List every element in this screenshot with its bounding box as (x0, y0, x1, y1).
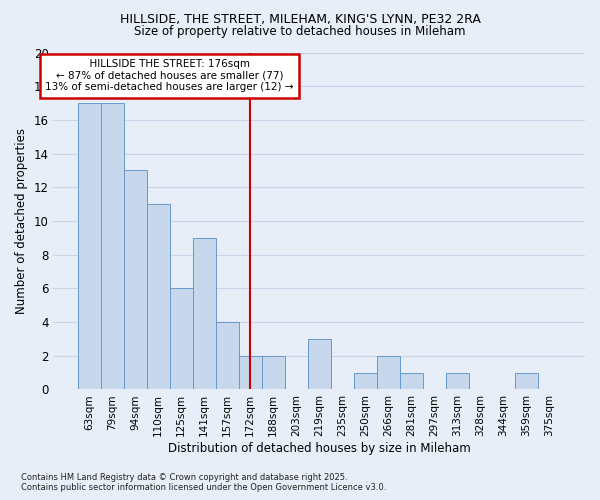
Bar (170, 288, 193, 390)
Bar (77, 103, 101, 390)
Bar (215, 322, 239, 390)
Bar (193, 238, 215, 390)
Bar (124, 170, 146, 390)
Bar (239, 356, 262, 390)
Bar (446, 372, 469, 390)
Text: HILLSIDE THE STREET: 176sqm  
← 87% of detached houses are smaller (77)
13% of s: HILLSIDE THE STREET: 176sqm ← 87% of det… (46, 59, 294, 92)
Text: Contains HM Land Registry data © Crown copyright and database right 2025.
Contai: Contains HM Land Registry data © Crown c… (21, 473, 386, 492)
Text: HILLSIDE, THE STREET, MILEHAM, KING'S LYNN, PE32 2RA: HILLSIDE, THE STREET, MILEHAM, KING'S LY… (119, 12, 481, 26)
Text: Size of property relative to detached houses in Mileham: Size of property relative to detached ho… (134, 25, 466, 38)
Bar (377, 356, 400, 390)
Bar (400, 372, 423, 390)
Bar (308, 339, 331, 390)
X-axis label: Distribution of detached houses by size in Mileham: Distribution of detached houses by size … (168, 442, 470, 455)
Bar (101, 103, 124, 390)
Bar (146, 204, 170, 390)
Bar (354, 372, 377, 390)
Bar (262, 356, 284, 390)
Bar (515, 372, 538, 390)
Y-axis label: Number of detached properties: Number of detached properties (15, 128, 28, 314)
